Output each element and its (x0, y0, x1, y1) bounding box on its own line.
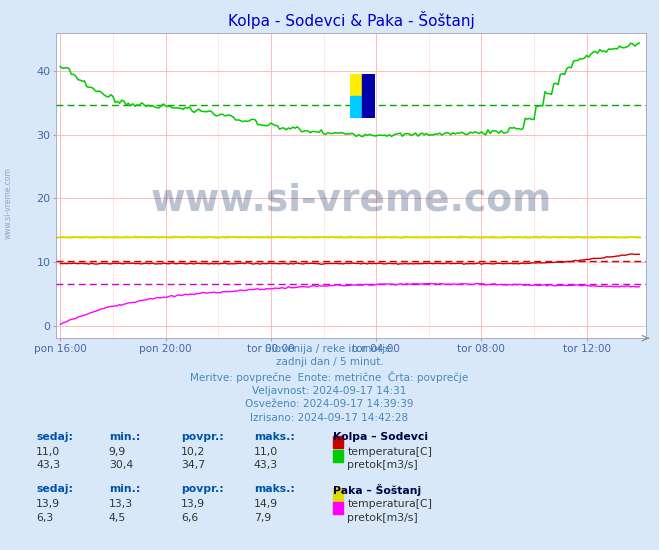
Text: pretok[m3/s]: pretok[m3/s] (347, 460, 418, 470)
Text: www.si-vreme.com: www.si-vreme.com (150, 183, 552, 219)
Text: temperatura[C]: temperatura[C] (347, 447, 432, 456)
Text: min.:: min.: (109, 432, 140, 442)
Text: povpr.:: povpr.: (181, 484, 224, 494)
Text: 10,2: 10,2 (181, 447, 206, 456)
Text: sedaj:: sedaj: (36, 484, 73, 494)
Text: 7,9: 7,9 (254, 513, 271, 522)
Text: maks.:: maks.: (254, 484, 295, 494)
Bar (349, 74, 362, 96)
Text: povpr.:: povpr.: (181, 432, 224, 442)
Text: sedaj:: sedaj: (36, 432, 73, 442)
Text: 6,3: 6,3 (36, 513, 53, 522)
Text: min.:: min.: (109, 484, 140, 494)
Text: 9,9: 9,9 (109, 447, 126, 456)
Text: 43,3: 43,3 (254, 460, 278, 470)
Text: www.si-vreme.com: www.si-vreme.com (3, 168, 13, 239)
Text: 13,9: 13,9 (181, 499, 206, 509)
Text: maks.:: maks.: (254, 432, 295, 442)
Bar (349, 96, 362, 118)
Text: 4,5: 4,5 (109, 513, 126, 522)
Text: 43,3: 43,3 (36, 460, 61, 470)
Text: Slovenija / reke in morje.
zadnji dan / 5 minut.
Meritve: povprečne  Enote: metr: Slovenija / reke in morje. zadnji dan / … (190, 344, 469, 422)
Text: 6,6: 6,6 (181, 513, 198, 522)
Text: 11,0: 11,0 (254, 447, 278, 456)
Text: Kolpa – Sodevci: Kolpa – Sodevci (333, 432, 428, 442)
Text: 30,4: 30,4 (109, 460, 133, 470)
Polygon shape (362, 74, 374, 118)
Text: temperatura[C]: temperatura[C] (347, 499, 432, 509)
Text: 13,3: 13,3 (109, 499, 133, 509)
Text: 11,0: 11,0 (36, 447, 61, 456)
Text: pretok[m3/s]: pretok[m3/s] (347, 513, 418, 522)
Title: Kolpa - Sodevci & Paka - Šoštanj: Kolpa - Sodevci & Paka - Šoštanj (227, 11, 474, 29)
Text: 34,7: 34,7 (181, 460, 206, 470)
Text: 14,9: 14,9 (254, 499, 278, 509)
Text: Paka – Šoštanj: Paka – Šoštanj (333, 484, 421, 496)
Text: 13,9: 13,9 (36, 499, 61, 509)
